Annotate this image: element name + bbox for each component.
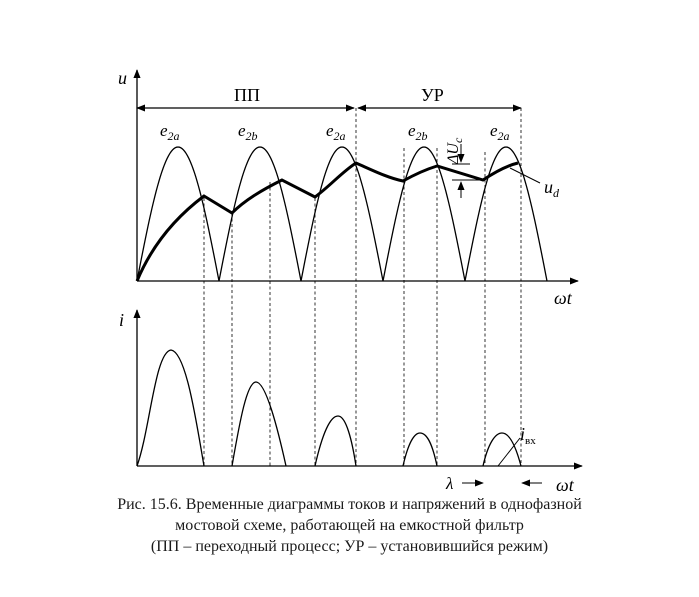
ud-label: ud bbox=[544, 177, 560, 200]
current-pulses bbox=[136, 349, 522, 467]
current-pulse-4 bbox=[402, 432, 438, 467]
ud-curve bbox=[135, 161, 519, 282]
lower-axes bbox=[133, 309, 583, 470]
current-pulse-2 bbox=[231, 381, 287, 467]
half-wave-1 bbox=[136, 146, 220, 282]
wt-bottom-label: ωt bbox=[556, 475, 575, 495]
half-wave-3 bbox=[300, 146, 384, 282]
half-wave-4 bbox=[382, 146, 466, 282]
curve-label-5: e2a bbox=[490, 121, 510, 143]
half-wave-5 bbox=[464, 146, 548, 282]
svg-text:e2a: e2a bbox=[326, 121, 346, 143]
transient-label: ПП bbox=[234, 85, 260, 105]
curve-label-2: e2b bbox=[238, 121, 258, 143]
source-voltage-waves bbox=[136, 146, 548, 282]
steady-label: УР bbox=[421, 85, 444, 105]
current-pulse-5 bbox=[482, 432, 522, 467]
svg-text:e2b: e2b bbox=[238, 121, 258, 143]
caption-line-2: мостовой схеме, работающей на емкостной … bbox=[175, 517, 524, 534]
caption-line-3: (ПП – переходный процесс; УР – установив… bbox=[150, 538, 549, 555]
figure-caption: Рис. 15.6. Временные диаграммы токов и н… bbox=[0, 494, 699, 557]
current-pulse-3 bbox=[314, 415, 357, 467]
lambda-arrows bbox=[462, 437, 542, 487]
wt-top-label: ωt bbox=[554, 288, 573, 308]
svg-text:e2b: e2b bbox=[408, 121, 428, 143]
caption-line-1: Рис. 15.6. Временные диаграммы токов и н… bbox=[117, 496, 582, 513]
delta-uc-label: ΔUc bbox=[445, 137, 465, 165]
iin-label: iвх bbox=[520, 424, 536, 447]
curve-label-3: e2a bbox=[326, 121, 346, 143]
svg-text:e2a: e2a bbox=[490, 121, 510, 143]
u-axis-label: u bbox=[118, 68, 127, 88]
upper-axes bbox=[133, 69, 579, 285]
curve-label-4: e2b bbox=[408, 121, 428, 143]
svg-text:ΔUc: ΔUc bbox=[445, 137, 465, 165]
curve-label-1: e2a bbox=[160, 121, 180, 143]
lambda-label: λ bbox=[445, 474, 453, 493]
svg-text:e2a: e2a bbox=[160, 121, 180, 143]
dashed-guides bbox=[203, 108, 522, 466]
i-axis-label: i bbox=[119, 310, 124, 330]
current-pulse-1 bbox=[136, 349, 205, 467]
ripple-markers bbox=[452, 144, 541, 198]
